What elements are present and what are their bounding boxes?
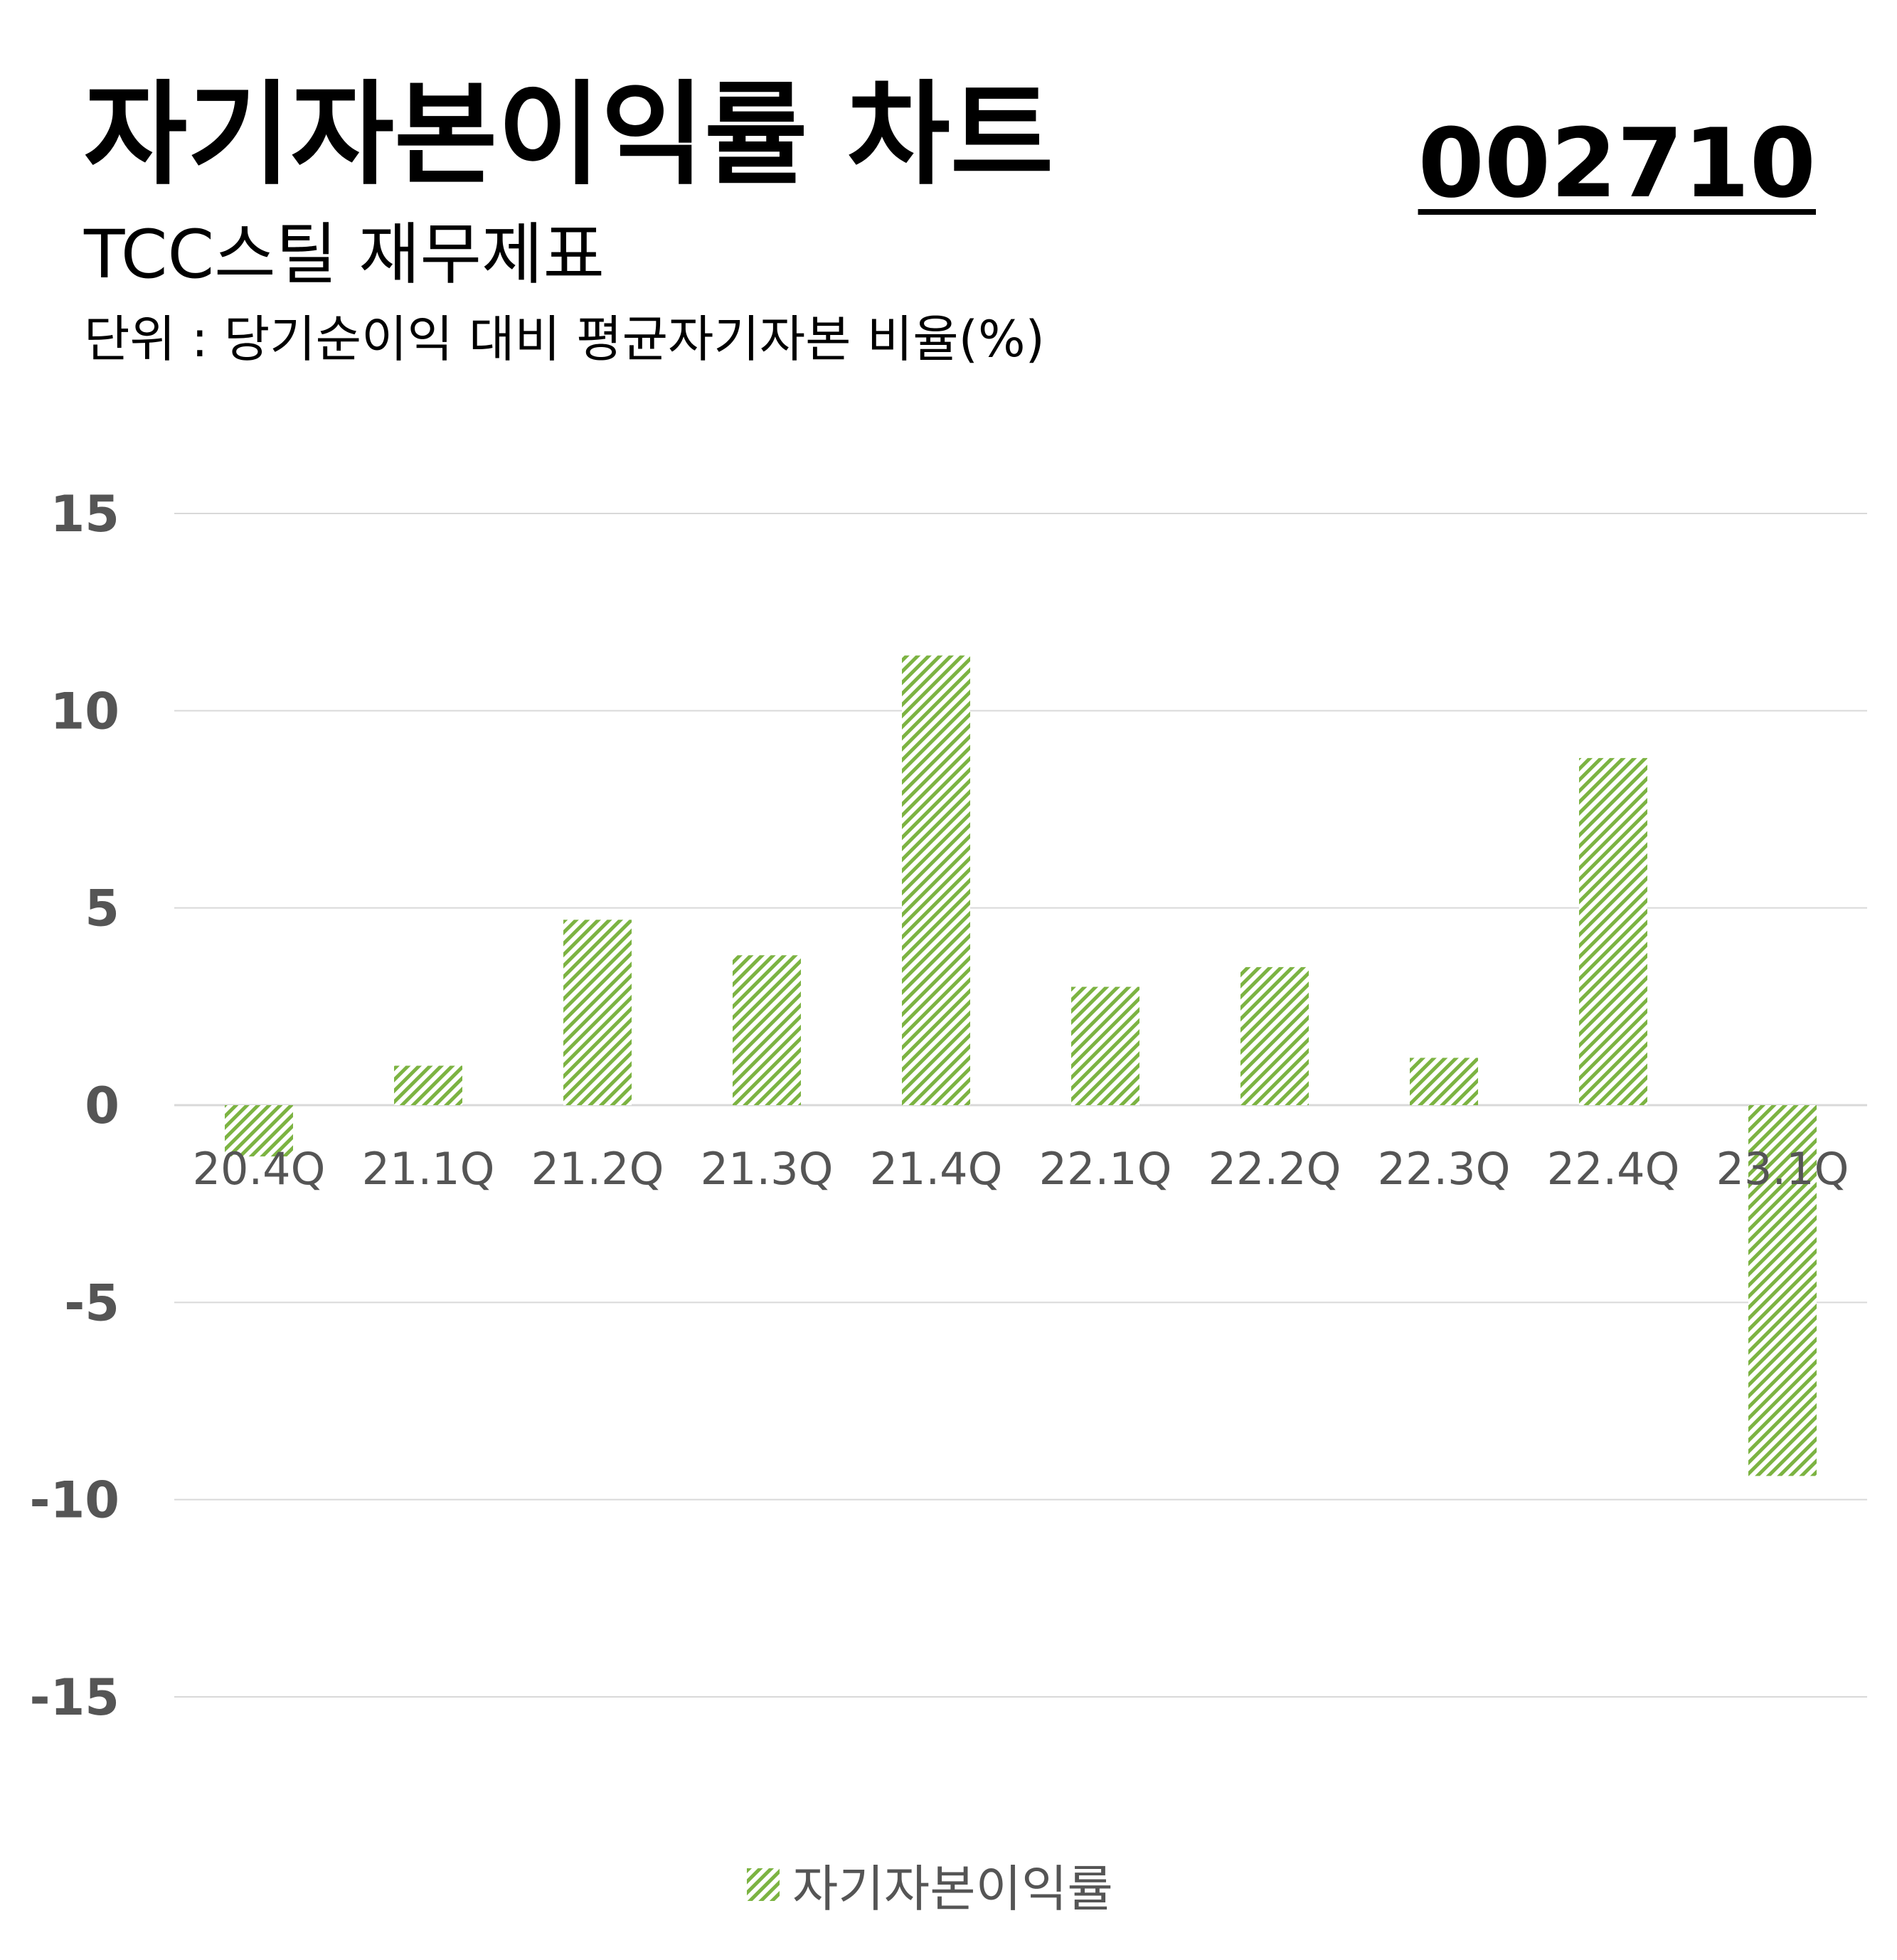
bar-23.1Q bbox=[1748, 1105, 1817, 1476]
y-tick-label: 15 bbox=[51, 485, 119, 543]
x-tick-label: 21.2Q bbox=[531, 1143, 664, 1195]
x-tick-label: 21.1Q bbox=[362, 1143, 495, 1195]
y-tick-label: 0 bbox=[85, 1077, 119, 1135]
y-tick-label: -10 bbox=[30, 1471, 119, 1530]
hatched-square-icon bbox=[747, 1868, 780, 1901]
x-tick-label: 22.3Q bbox=[1378, 1143, 1511, 1195]
bar-21.2Q bbox=[563, 920, 632, 1105]
bars bbox=[225, 655, 1817, 1476]
chart-subtitle: TCC스틸 재무제표 bbox=[84, 216, 605, 294]
y-axis-tick-labels: 15 10 5 0 -5 -10 -15 bbox=[30, 485, 119, 1727]
x-axis-tick-labels: 20.4Q 21.1Q 21.2Q 21.3Q 21.4Q 22.1Q 22.2Q 22.3Q… bbox=[193, 1143, 1849, 1195]
legend-label: 자기자본이익률 bbox=[792, 1859, 1113, 1918]
bar-22.3Q bbox=[1410, 1058, 1478, 1105]
x-tick-label: 21.3Q bbox=[701, 1143, 834, 1195]
x-tick-label: 20.4Q bbox=[193, 1143, 326, 1195]
y-tick-label: 5 bbox=[85, 880, 119, 938]
bar-21.4Q bbox=[902, 655, 970, 1105]
x-tick-label: 21.4Q bbox=[870, 1143, 1003, 1195]
y-tick-label: 10 bbox=[51, 682, 119, 740]
y-tick-label: -5 bbox=[64, 1274, 119, 1332]
x-tick-label: 22.4Q bbox=[1547, 1143, 1680, 1195]
chart-title: 자기자본이익률 차트 bbox=[84, 70, 1054, 201]
legend: 자기자본이익률 bbox=[747, 1849, 1113, 1920]
bar-22.1Q bbox=[1071, 986, 1139, 1105]
x-tick-label: 22.2Q bbox=[1208, 1143, 1341, 1195]
y-tick-label: -15 bbox=[30, 1668, 119, 1727]
x-tick-label: 22.1Q bbox=[1039, 1143, 1172, 1195]
stock-code: 002710 bbox=[1418, 108, 1816, 219]
bar-20.4Q bbox=[225, 1105, 293, 1157]
bar-21.1Q bbox=[394, 1065, 462, 1105]
bar-22.4Q bbox=[1579, 757, 1647, 1105]
unit-note: 단위 : 당기순이익 대비 평균자기자본 비율(%) bbox=[84, 310, 1045, 368]
bar-22.2Q bbox=[1240, 966, 1309, 1105]
bar-21.3Q bbox=[733, 955, 801, 1105]
x-tick-label: 23.1Q bbox=[1716, 1143, 1849, 1195]
